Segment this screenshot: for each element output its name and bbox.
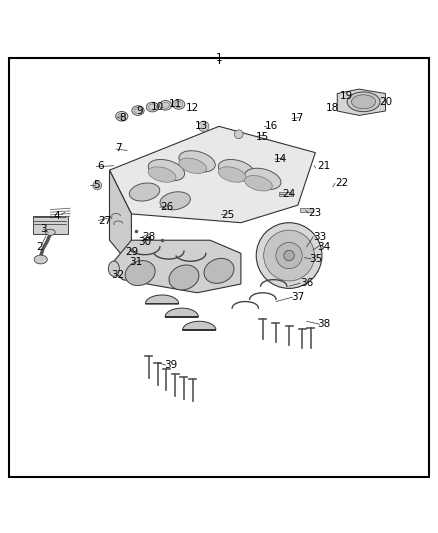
Text: 7: 7 bbox=[115, 143, 122, 154]
Text: 28: 28 bbox=[142, 232, 155, 242]
Ellipse shape bbox=[46, 229, 55, 236]
Text: 12: 12 bbox=[186, 103, 199, 113]
Text: 14: 14 bbox=[274, 154, 287, 164]
Ellipse shape bbox=[162, 102, 170, 108]
Bar bbox=[33, 216, 68, 233]
Polygon shape bbox=[145, 295, 179, 304]
Text: 24: 24 bbox=[283, 189, 296, 199]
Text: 20: 20 bbox=[379, 97, 392, 107]
Text: 3: 3 bbox=[40, 224, 47, 235]
Ellipse shape bbox=[159, 101, 172, 110]
Ellipse shape bbox=[179, 151, 215, 172]
Ellipse shape bbox=[245, 168, 281, 190]
Ellipse shape bbox=[347, 92, 380, 112]
Text: 1: 1 bbox=[215, 53, 223, 63]
Circle shape bbox=[284, 251, 294, 261]
Text: 19: 19 bbox=[339, 91, 353, 101]
Text: 4: 4 bbox=[53, 211, 60, 221]
Polygon shape bbox=[110, 126, 315, 223]
Ellipse shape bbox=[219, 159, 254, 181]
Text: 6: 6 bbox=[97, 161, 104, 171]
Polygon shape bbox=[183, 321, 216, 330]
Ellipse shape bbox=[129, 183, 160, 201]
Circle shape bbox=[276, 243, 302, 269]
Text: 27: 27 bbox=[99, 215, 112, 225]
Polygon shape bbox=[110, 240, 241, 293]
Text: 15: 15 bbox=[256, 132, 269, 142]
Text: 2: 2 bbox=[36, 242, 43, 252]
Text: 13: 13 bbox=[195, 122, 208, 131]
Text: 38: 38 bbox=[318, 319, 331, 329]
Ellipse shape bbox=[34, 255, 47, 264]
Text: 10: 10 bbox=[151, 102, 164, 111]
Ellipse shape bbox=[160, 192, 191, 210]
Text: 9: 9 bbox=[137, 106, 144, 116]
Polygon shape bbox=[110, 170, 131, 266]
Text: 31: 31 bbox=[129, 257, 142, 267]
Text: 32: 32 bbox=[112, 270, 125, 280]
Ellipse shape bbox=[169, 265, 199, 290]
Ellipse shape bbox=[218, 167, 246, 182]
Circle shape bbox=[198, 121, 209, 132]
Text: 25: 25 bbox=[221, 210, 234, 220]
Text: 29: 29 bbox=[125, 247, 138, 257]
Text: 37: 37 bbox=[291, 292, 304, 302]
Text: 21: 21 bbox=[318, 161, 331, 171]
Circle shape bbox=[234, 130, 243, 139]
Ellipse shape bbox=[134, 108, 142, 114]
Text: 5: 5 bbox=[93, 181, 100, 190]
Text: 18: 18 bbox=[326, 103, 339, 113]
Ellipse shape bbox=[351, 95, 376, 109]
Text: 39: 39 bbox=[164, 360, 177, 370]
Ellipse shape bbox=[148, 167, 176, 182]
Ellipse shape bbox=[175, 101, 183, 108]
Ellipse shape bbox=[109, 261, 119, 276]
Text: 26: 26 bbox=[160, 203, 173, 212]
Ellipse shape bbox=[125, 261, 155, 286]
Text: 30: 30 bbox=[138, 237, 151, 247]
Text: 23: 23 bbox=[309, 208, 322, 218]
Ellipse shape bbox=[132, 106, 144, 115]
Text: 34: 34 bbox=[318, 242, 331, 252]
Circle shape bbox=[93, 181, 102, 190]
Text: 17: 17 bbox=[291, 114, 304, 124]
Ellipse shape bbox=[146, 102, 159, 112]
Ellipse shape bbox=[116, 111, 128, 121]
Bar bbox=[300, 208, 313, 212]
Polygon shape bbox=[165, 308, 198, 317]
Text: 22: 22 bbox=[335, 178, 348, 188]
Text: 8: 8 bbox=[119, 112, 126, 123]
Text: 35: 35 bbox=[309, 254, 322, 264]
Polygon shape bbox=[337, 89, 385, 115]
Ellipse shape bbox=[148, 159, 184, 181]
Circle shape bbox=[256, 223, 322, 288]
Text: 16: 16 bbox=[265, 122, 278, 131]
Ellipse shape bbox=[118, 113, 126, 119]
Circle shape bbox=[264, 230, 314, 281]
Ellipse shape bbox=[179, 158, 207, 173]
Text: 36: 36 bbox=[300, 278, 313, 288]
Ellipse shape bbox=[148, 104, 156, 110]
Ellipse shape bbox=[244, 175, 272, 191]
Ellipse shape bbox=[204, 259, 234, 284]
Bar bbox=[279, 192, 291, 196]
Text: 33: 33 bbox=[313, 232, 326, 242]
Text: 11: 11 bbox=[169, 100, 182, 109]
Ellipse shape bbox=[173, 100, 185, 109]
